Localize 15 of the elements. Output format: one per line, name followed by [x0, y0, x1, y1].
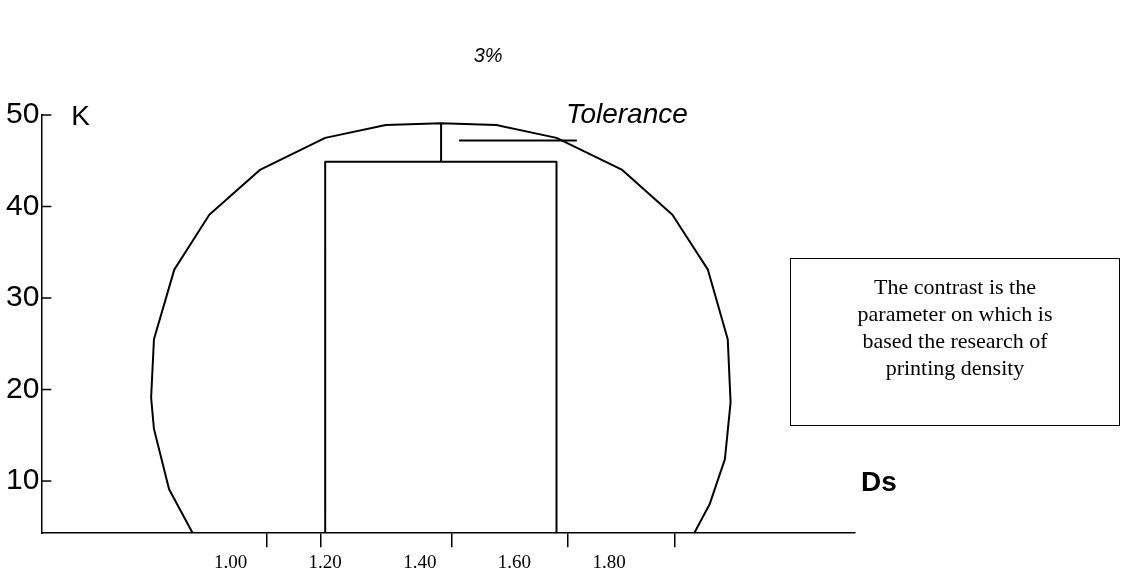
x-tick-label: 1.00: [213, 550, 248, 572]
y-tick-label: 30: [5, 279, 40, 313]
annotation: Tolerance: [565, 97, 688, 129]
y-tick-label: 10: [5, 462, 40, 496]
x-tick-label: 1.80: [592, 550, 626, 572]
x-tick-label: 1.20: [308, 550, 342, 572]
y-tick-label: 20: [5, 370, 40, 404]
y-tick-label: 50: [5, 96, 40, 130]
y-tick-label: 40: [5, 187, 40, 221]
x-axis-title: Ds: [861, 466, 897, 498]
x-tick-label: 1.40: [403, 550, 437, 572]
chart-title: 3%: [473, 44, 503, 66]
text: The contrast is the parameter on which is based the research of printing density: [790, 258, 1120, 426]
x-tick-label: 1.60: [497, 550, 532, 572]
y-axis-title: K: [71, 100, 91, 131]
